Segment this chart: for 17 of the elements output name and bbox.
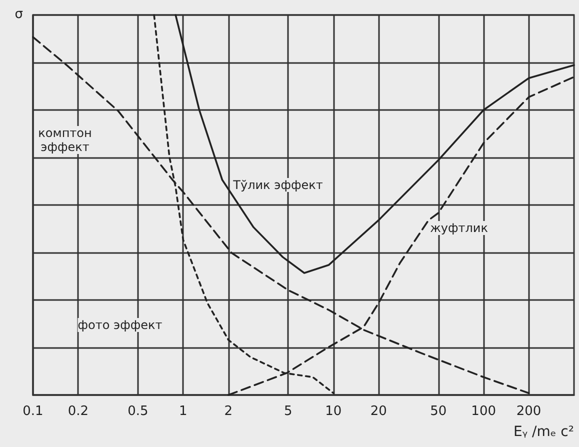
annotation: Тўлик эффект <box>232 178 323 192</box>
x-tick-label: 1 <box>179 404 188 419</box>
annotation: фото эффект <box>78 318 162 332</box>
y-axis-title: σ <box>14 7 23 22</box>
x-tick-label: 0.1 <box>22 404 44 419</box>
x-tick-label: 0.2 <box>68 404 89 419</box>
x-tick-label: 10 <box>325 404 342 419</box>
x-tick-label: 0.5 <box>128 404 148 419</box>
x-tick-label: 20 <box>370 404 387 419</box>
x-tick-label: 50 <box>430 404 447 419</box>
annotation: комптон эффект <box>38 126 92 154</box>
x-tick-label: 5 <box>284 404 292 419</box>
x-tick-label: 200 <box>516 404 542 419</box>
x-tick-label: 2 <box>224 404 233 419</box>
annotation: жуфтлик <box>430 221 488 235</box>
x-tick-label: 100 <box>471 404 496 419</box>
x-axis-title: Eᵧ /mₑ c² <box>514 424 574 440</box>
